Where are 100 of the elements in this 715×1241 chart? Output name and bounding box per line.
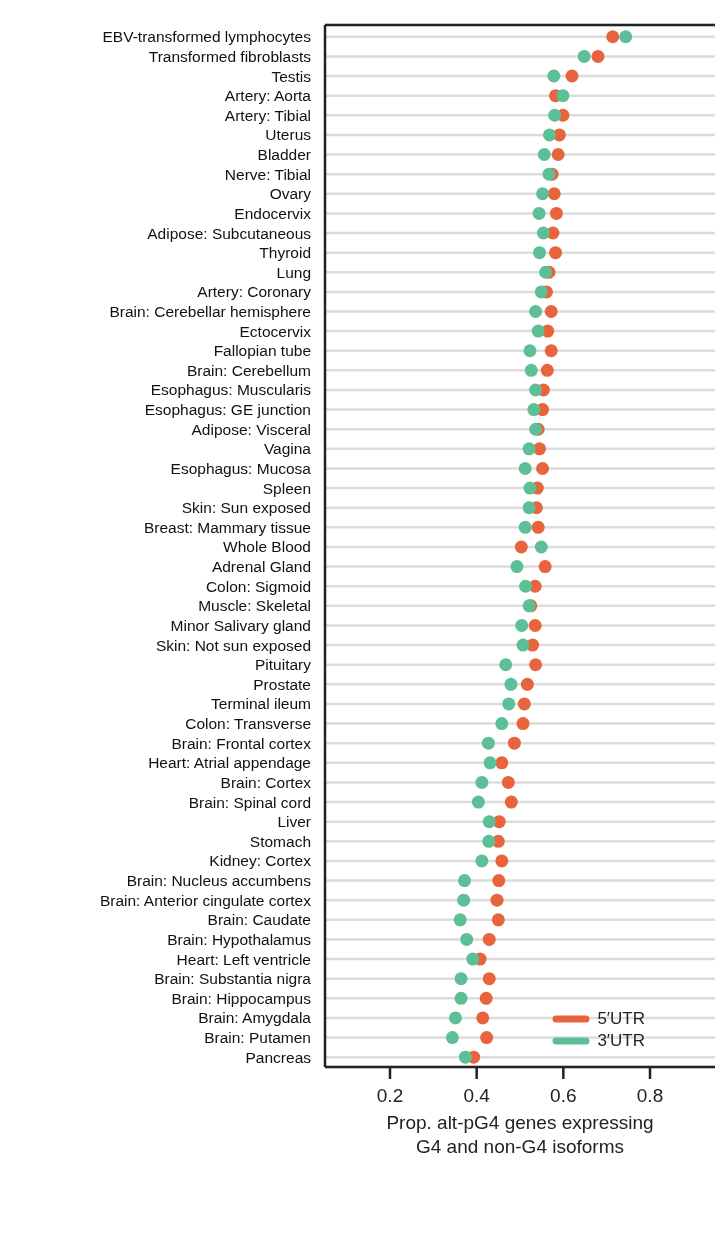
point bbox=[549, 206, 563, 220]
point bbox=[490, 893, 504, 907]
y-tick-label: Muscle: Skeletal bbox=[198, 597, 311, 615]
y-tick-label: Whole Blood bbox=[223, 538, 311, 556]
point bbox=[534, 285, 548, 299]
point bbox=[460, 932, 474, 946]
point bbox=[540, 363, 554, 377]
y-tick-label: Colon: Transverse bbox=[185, 715, 311, 733]
point bbox=[457, 893, 471, 907]
y-tick-label: Thyroid bbox=[259, 244, 311, 262]
point bbox=[499, 658, 513, 672]
point bbox=[536, 461, 550, 475]
y-tick-label: Bladder bbox=[257, 146, 311, 164]
point bbox=[522, 442, 536, 456]
point bbox=[479, 991, 493, 1005]
y-tick-label: Ectocervix bbox=[239, 322, 312, 340]
point bbox=[504, 795, 518, 809]
y-tick-label: Brain: Hippocampus bbox=[171, 989, 312, 1007]
point bbox=[529, 383, 543, 397]
point bbox=[495, 756, 509, 770]
y-tick-label: Skin: Not sun exposed bbox=[155, 636, 311, 654]
x-tick-label: 0.4 bbox=[463, 1085, 491, 1107]
point bbox=[532, 206, 546, 220]
y-tick-label: Vagina bbox=[263, 440, 312, 458]
point bbox=[536, 226, 550, 240]
y-tick-label: Brain: Caudate bbox=[207, 911, 311, 929]
point bbox=[448, 1011, 462, 1025]
point bbox=[482, 834, 496, 848]
point bbox=[458, 1050, 472, 1064]
point bbox=[471, 795, 485, 809]
point bbox=[528, 618, 542, 632]
point bbox=[502, 697, 516, 711]
point bbox=[482, 932, 496, 946]
point bbox=[495, 854, 509, 868]
y-tick-label: Pituitary bbox=[255, 656, 312, 674]
point bbox=[523, 344, 537, 358]
y-tick-label: Lung bbox=[276, 263, 311, 281]
y-tick-label: Brain: Amygdala bbox=[198, 1009, 312, 1027]
point bbox=[533, 246, 546, 260]
point bbox=[482, 815, 496, 829]
point bbox=[458, 874, 472, 888]
y-tick-label: Adipose: Subcutaneous bbox=[147, 224, 312, 242]
point bbox=[520, 677, 534, 691]
point bbox=[475, 854, 489, 868]
point bbox=[454, 972, 468, 986]
point bbox=[510, 560, 524, 574]
y-tick-label: Terminal ileum bbox=[211, 695, 311, 713]
point bbox=[516, 717, 530, 731]
y-tick-label: Artery: Tibial bbox=[224, 106, 311, 124]
y-tick-label: Brain: Cortex bbox=[220, 773, 312, 791]
point bbox=[538, 560, 552, 574]
point bbox=[547, 187, 561, 201]
point bbox=[556, 89, 570, 103]
point bbox=[504, 677, 518, 691]
point bbox=[518, 520, 532, 534]
y-tick-label: Brain: Anterior cingulate cortex bbox=[99, 891, 312, 909]
y-tick-label: Brain: Nucleus accumbens bbox=[126, 872, 312, 890]
point bbox=[454, 991, 468, 1005]
point bbox=[516, 638, 530, 652]
point bbox=[565, 69, 579, 83]
y-tick-label: Liver bbox=[277, 813, 311, 831]
point bbox=[453, 913, 467, 927]
point bbox=[495, 717, 509, 731]
point bbox=[542, 128, 556, 142]
y-tick-label: Stomach bbox=[249, 832, 311, 850]
point bbox=[544, 344, 558, 358]
y-tick-label: Heart: Left ventricle bbox=[176, 950, 311, 968]
x-tick-label: 0.2 bbox=[376, 1085, 404, 1107]
y-tick-label: Pancreas bbox=[245, 1048, 312, 1066]
y-tick-label: Transformed fibroblasts bbox=[148, 47, 312, 65]
y-tick-label: Artery: Aorta bbox=[224, 87, 312, 105]
point bbox=[549, 246, 563, 260]
point bbox=[548, 108, 562, 122]
y-tick-label: Artery: Coronary bbox=[197, 283, 312, 301]
y-tick-label: Brain: Substantia nigra bbox=[154, 970, 312, 988]
y-tick-label: EBV-transformed lymphocytes bbox=[102, 28, 312, 46]
point bbox=[531, 520, 545, 534]
point bbox=[522, 501, 536, 515]
point bbox=[492, 874, 506, 888]
y-tick-label: Colon: Sigmoid bbox=[205, 577, 311, 595]
y-tick-label: Heart: Atrial appendage bbox=[148, 754, 311, 772]
point bbox=[482, 972, 496, 986]
point bbox=[481, 736, 495, 750]
point bbox=[466, 952, 480, 966]
y-tick-label: Brain: Frontal cortex bbox=[171, 734, 312, 752]
y-tick-label: Uterus bbox=[265, 126, 312, 144]
y-tick-label: Skin: Sun exposed bbox=[181, 499, 311, 517]
point bbox=[524, 363, 538, 377]
point bbox=[514, 540, 528, 554]
point bbox=[480, 1031, 494, 1045]
point bbox=[536, 187, 550, 201]
y-tick-label: Spleen bbox=[262, 479, 311, 497]
y-tick-label: Brain: Putamen bbox=[204, 1029, 311, 1047]
point bbox=[537, 148, 551, 162]
y-tick-label: Endocervix bbox=[234, 204, 312, 222]
y-tick-label: Minor Salivary gland bbox=[170, 616, 311, 634]
y-tick-label: Kidney: Cortex bbox=[209, 852, 312, 870]
y-tick-label: Fallopian tube bbox=[213, 342, 311, 360]
point bbox=[491, 913, 505, 927]
point bbox=[475, 775, 489, 789]
